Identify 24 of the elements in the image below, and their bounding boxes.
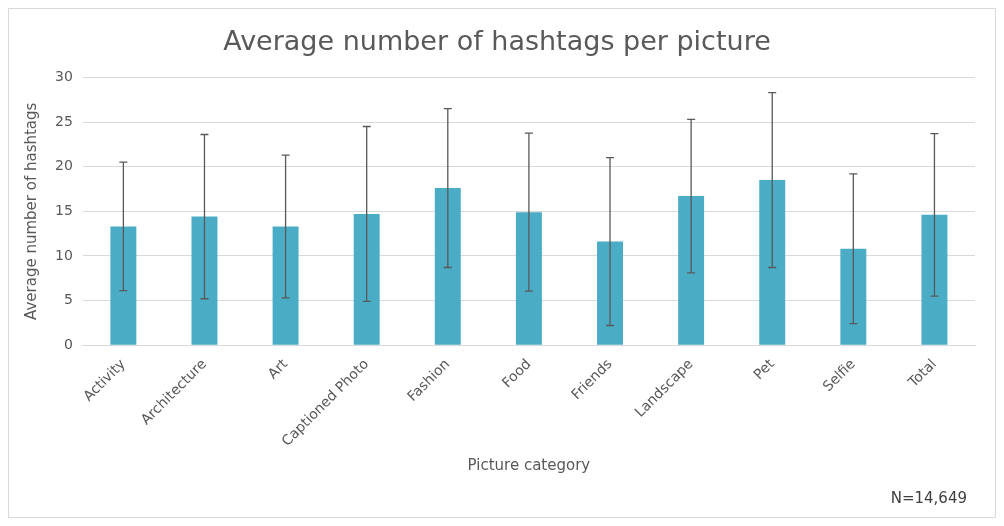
bar [840,248,867,345]
bar [272,226,299,345]
x-axis-title: Picture category [467,455,591,474]
bar [515,212,542,345]
y-axis-title: Average number of hashtags [21,102,40,320]
chart-title: Average number of hashtags per picture [223,25,771,57]
bar [759,180,786,345]
bar [921,214,948,345]
y-tick-label: 5 [63,291,73,308]
x-tick-label: Art [264,355,291,382]
y-tick-label: 0 [63,335,73,352]
bar [110,226,137,345]
text: N=14,649 [890,489,967,507]
y-tick-label: 25 [54,112,73,129]
bar [353,213,380,345]
bar [434,188,461,345]
y-tick-label: 10 [54,246,73,263]
bar [597,241,623,345]
x-tick-label: Pet [750,355,778,383]
y-tick-label: 30 [54,68,73,85]
y-tick-label: 20 [54,157,73,174]
bar [191,216,218,345]
y-tick-label: 15 [54,201,73,218]
bar [678,196,705,345]
